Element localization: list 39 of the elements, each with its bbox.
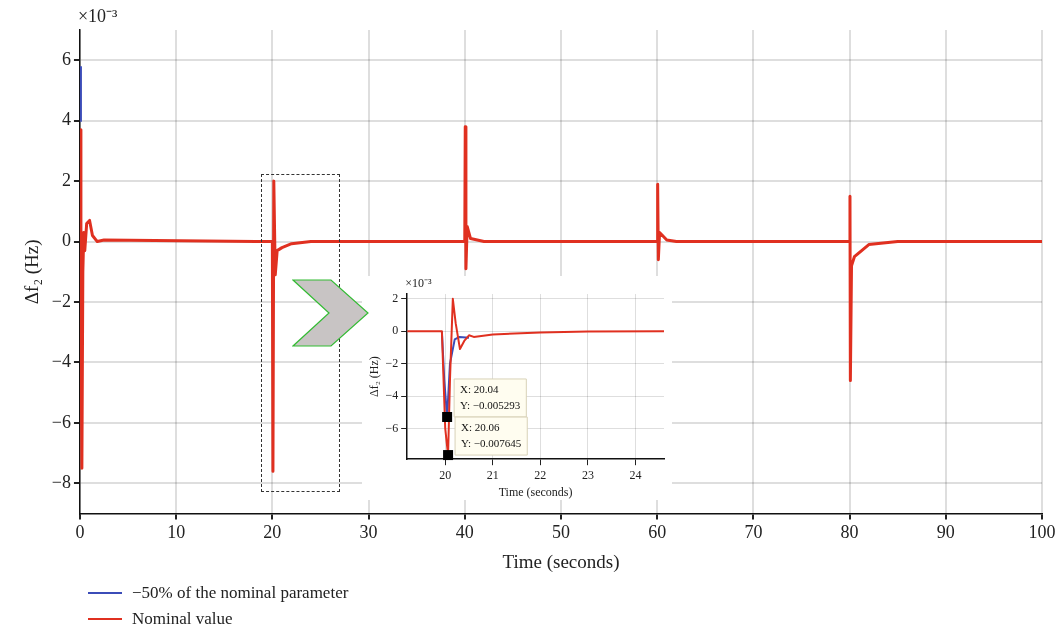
x-tick-label: 40 (455, 522, 474, 543)
legend-label: Nominal value (132, 609, 233, 629)
x-tick-label: 21 (486, 467, 499, 482)
x-tick-label: 10 (167, 522, 186, 543)
y-tick-label: 6 (61, 48, 71, 69)
x-tick-label: 50 (551, 522, 570, 543)
x-tick-label: 70 (744, 522, 763, 543)
annotation: X: 20.06 Y: −0.007645 (461, 420, 522, 449)
x-tick-label: 22 (534, 467, 547, 482)
y-tick-label: −2 (385, 355, 399, 370)
x-tick-label: 24 (629, 467, 642, 482)
x-tick-label: 90 (936, 522, 955, 543)
text: ×10⁻³ (77, 5, 119, 26)
y-tick-label: 0 (61, 230, 71, 251)
y-axis-title: Δf₂ (Hz) (367, 356, 382, 398)
x-tick-label: 23 (581, 467, 594, 482)
y-tick-label: 4 (61, 109, 71, 130)
legend-label: −50% of the nominal parameter (132, 583, 349, 603)
y-tick-label: −2 (51, 290, 71, 311)
x-tick-label: 20 (439, 467, 452, 482)
y-tick-label: −8 (51, 472, 71, 493)
x-tick-label: 20 (263, 522, 282, 543)
y-tick-label: 0 (392, 323, 399, 338)
annotation: X: 20.04 Y: −0.005293 (460, 382, 521, 411)
y-axis-title: Δf₂ (Hz) (21, 239, 44, 305)
x-tick-label: 30 (359, 522, 378, 543)
annotation: ×10⁻³ (405, 276, 432, 291)
x-axis-title: Time (seconds) (498, 484, 573, 499)
y-tick-label: −6 (385, 420, 399, 435)
y-tick-label: −4 (51, 351, 71, 372)
y-tick-label: −6 (51, 411, 71, 432)
y-tick-label: −4 (385, 388, 399, 403)
x-tick-label: 80 (840, 522, 859, 543)
x-tick-label: 100 (1028, 522, 1056, 543)
x-tick-label: 0 (75, 522, 85, 543)
y-tick-label: 2 (392, 291, 399, 306)
x-tick-label: 60 (648, 522, 667, 543)
x-axis-title: Time (seconds) (502, 550, 620, 573)
y-tick-label: 2 (61, 169, 71, 190)
